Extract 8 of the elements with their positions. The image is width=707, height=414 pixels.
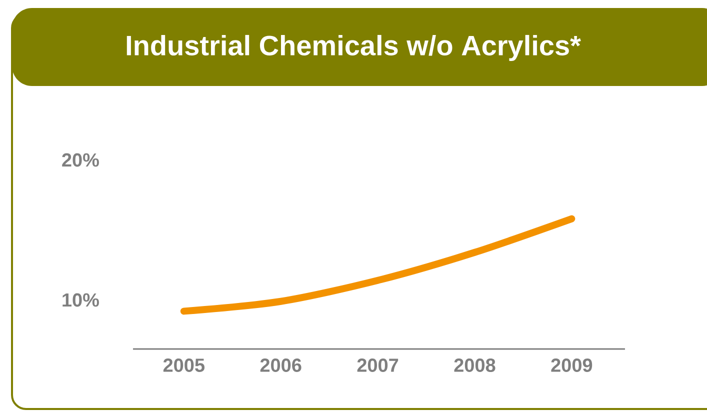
x-tick-label: 2009	[551, 358, 592, 372]
x-tick-label: 2005	[163, 358, 204, 372]
x-tick-label: 2007	[357, 358, 398, 372]
x-tick-label: 2006	[260, 358, 302, 372]
chart-title: Industrial Chemicals w/o Acrylics*	[126, 34, 581, 62]
y-tick-label: 10%	[62, 293, 99, 307]
y-tick-label: 20%	[62, 153, 99, 167]
x-tick-label: 2008	[454, 358, 496, 372]
